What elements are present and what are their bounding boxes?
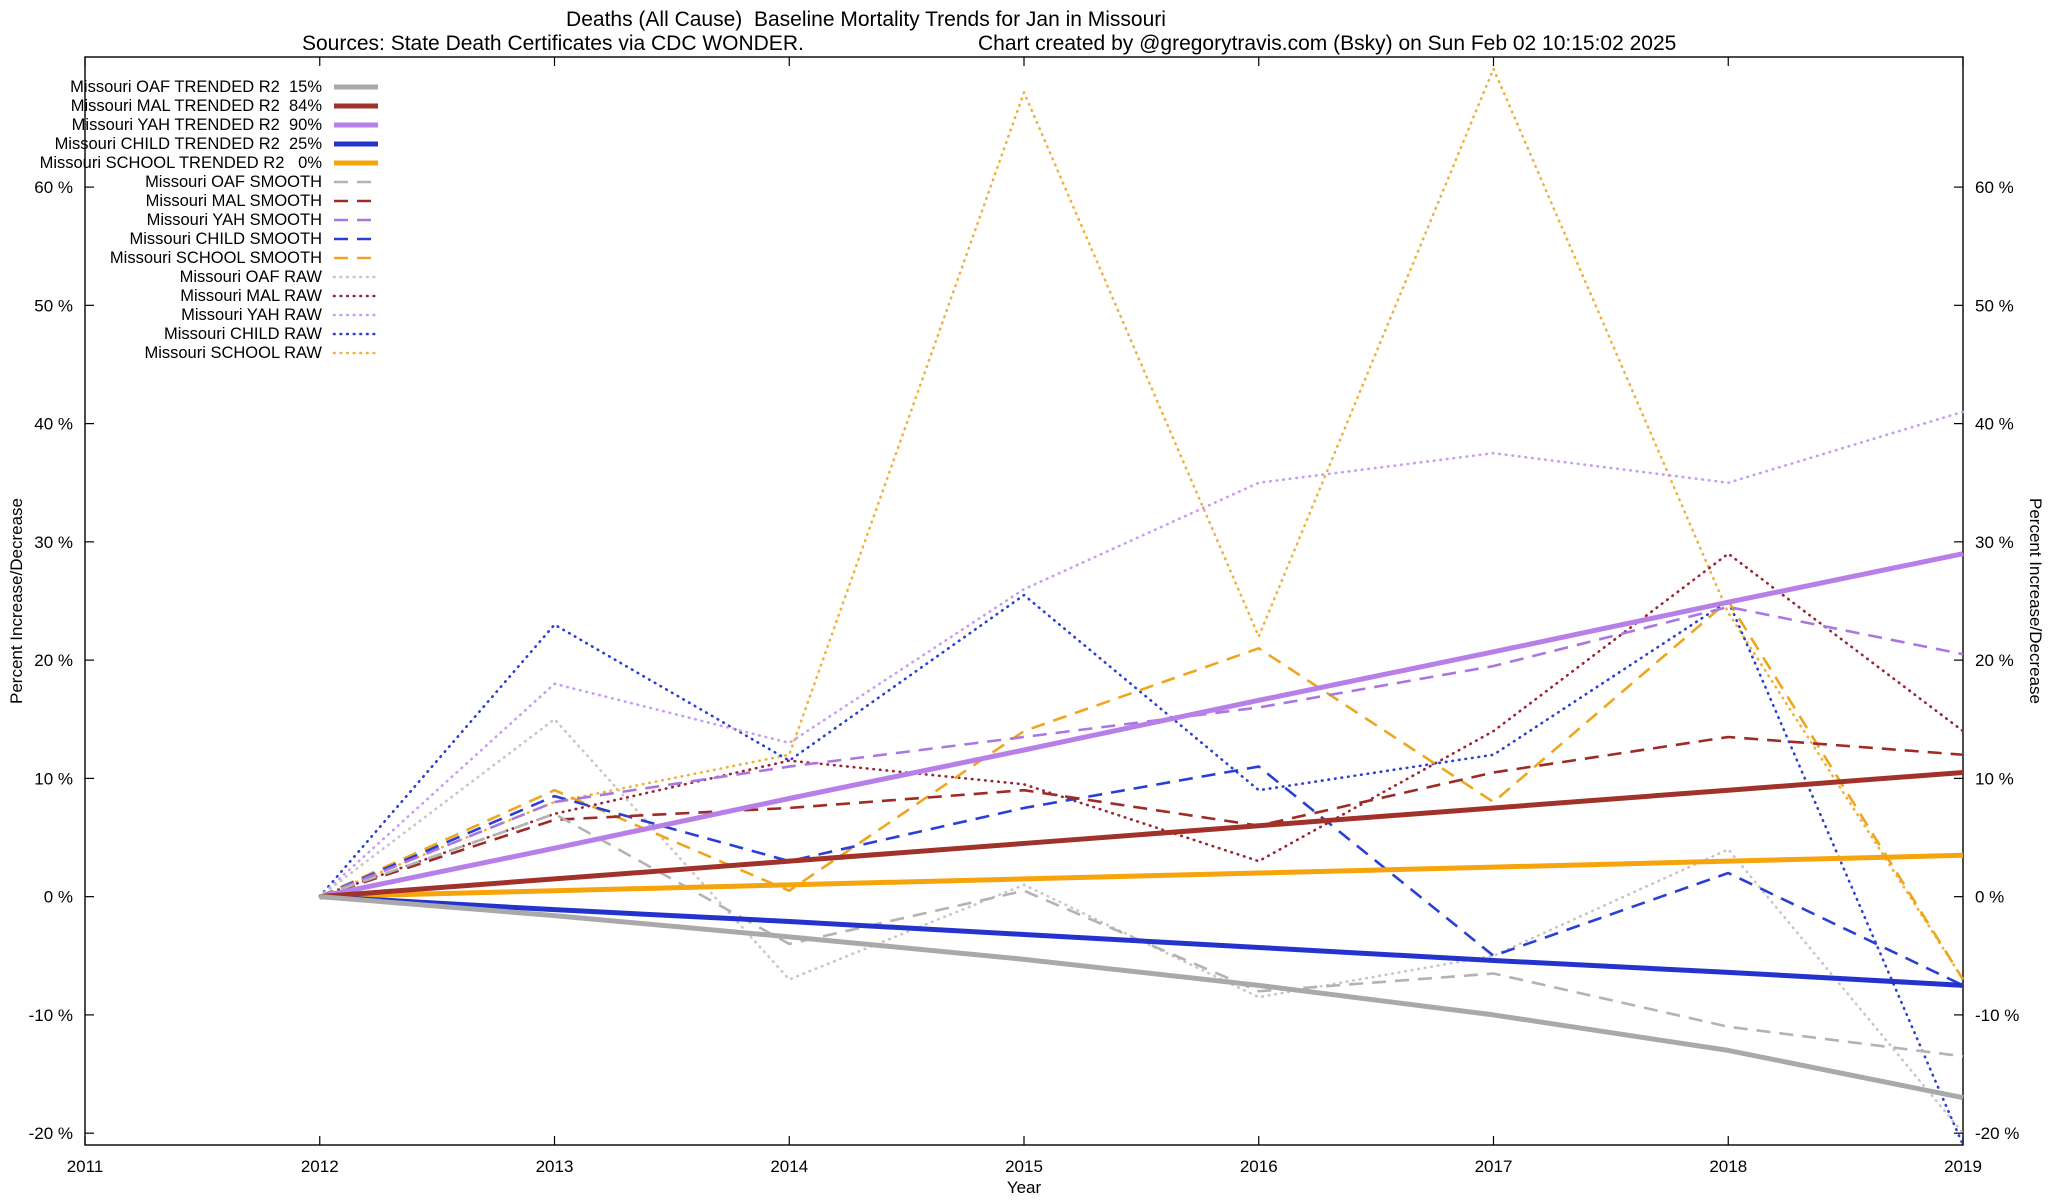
plot-area: 2011 2012 2013 2014 2015 2016 2017 2018 2019 -20 … [29, 56, 2019, 1176]
x-tick-label: 2017 [1475, 1157, 1513, 1176]
series-school-smooth [319, 599, 1965, 981]
legend-label-mal-smooth: Missouri MAL SMOOTH [146, 192, 322, 210]
x-tick-label: 2014 [770, 1157, 808, 1176]
y-tick-label-left: 0 % [44, 888, 73, 907]
legend-label-child-smooth: Missouri CHILD SMOOTH [129, 230, 322, 248]
y-axis-label-left: Percent Increase/Decrease [7, 498, 26, 704]
x-tick-label: 2016 [1240, 1157, 1278, 1176]
y-axis-label-right: Percent Increase/Decrease [2026, 498, 2045, 704]
series-mal-trended [319, 769, 1964, 900]
series-child-smooth [319, 765, 1964, 987]
legend-label-child-trended: Missouri CHILD TRENDED R2 25% [55, 135, 323, 153]
y-tick-label-right: 10 % [1975, 769, 2014, 788]
y-tick-label-left: 30 % [34, 533, 73, 552]
x-axis-label: Year [1007, 1178, 1042, 1197]
y-tick-label-left: 50 % [34, 296, 73, 315]
legend-label-mal-raw: Missouri MAL RAW [180, 287, 322, 305]
chart-title: Deaths (All Cause) Baseline Mortality Tr… [566, 8, 1166, 31]
y-tick-label-right: 60 % [1975, 178, 2014, 197]
series-oaf-raw [318, 717, 1965, 1135]
x-tick-label: 2013 [536, 1157, 574, 1176]
x-tick-label: 2019 [1944, 1157, 1982, 1176]
y-tick-label-right: 0 % [1975, 888, 2004, 907]
series-child-trended [319, 894, 1964, 988]
x-tick-label: 2018 [1709, 1157, 1747, 1176]
legend-label-school-smooth: Missouri SCHOOL SMOOTH [110, 249, 322, 267]
x-tick-label: 2011 [67, 1157, 104, 1176]
y-tick-label-right: -10 % [1975, 1006, 2019, 1025]
series-mal-raw [318, 552, 1965, 898]
y-tick-label-left: 60 % [34, 178, 73, 197]
legend-label-oaf-raw: Missouri OAF RAW [180, 268, 323, 286]
series-yah-smooth [319, 605, 1964, 898]
y-tick-label-left: -10 % [29, 1006, 73, 1025]
legend-label-school-trended: Missouri SCHOOL TRENDED R2 0% [40, 154, 323, 172]
y-tick-label-right: 20 % [1975, 651, 2014, 670]
legend-label-yah-smooth: Missouri YAH SMOOTH [147, 211, 322, 229]
y-tick-label-right: 40 % [1975, 415, 2014, 434]
x-tick-label: 2015 [1005, 1157, 1043, 1176]
legend-label-mal-trended: Missouri MAL TRENDED R2 84% [71, 97, 323, 115]
series-oaf-smooth [319, 812, 1964, 1058]
legend-label-yah-raw: Missouri YAH RAW [181, 306, 322, 324]
legend-label-yah-trended: Missouri YAH TRENDED R2 90% [72, 116, 323, 134]
legend-label-oaf-smooth: Missouri OAF SMOOTH [145, 173, 322, 191]
series-yah-raw [318, 410, 1965, 898]
legend-label-oaf-trended: Missouri OAF TRENDED R2 15% [70, 78, 322, 96]
x-tick-label: 2012 [301, 1157, 339, 1176]
y-tick-label-left: 40 % [34, 415, 73, 434]
series-oaf-trended [319, 894, 1964, 1101]
series-school-raw [318, 67, 1965, 981]
chart-credit-note: Chart created by @gregorytravis.com (Bsk… [978, 32, 1676, 55]
y-tick-label-left: 10 % [34, 769, 73, 788]
legend-label-child-raw: Missouri CHILD RAW [164, 325, 322, 343]
series-child-raw [318, 593, 1965, 1147]
y-tick-label-right: 30 % [1975, 533, 2014, 552]
y-tick-label-right: -20 % [1975, 1124, 2019, 1143]
y-tick-label-left: -20 % [29, 1124, 73, 1143]
y-tick-label-left: 20 % [34, 651, 73, 670]
chart-source-note: Sources: State Death Certificates via CD… [302, 32, 804, 55]
legend-label-school-raw: Missouri SCHOOL RAW [144, 344, 322, 362]
y-tick-label-right: 50 % [1975, 296, 2014, 315]
series-school-trended [319, 852, 1964, 900]
series-yah-trended [319, 551, 1964, 900]
series-mal-smooth [319, 735, 1964, 898]
